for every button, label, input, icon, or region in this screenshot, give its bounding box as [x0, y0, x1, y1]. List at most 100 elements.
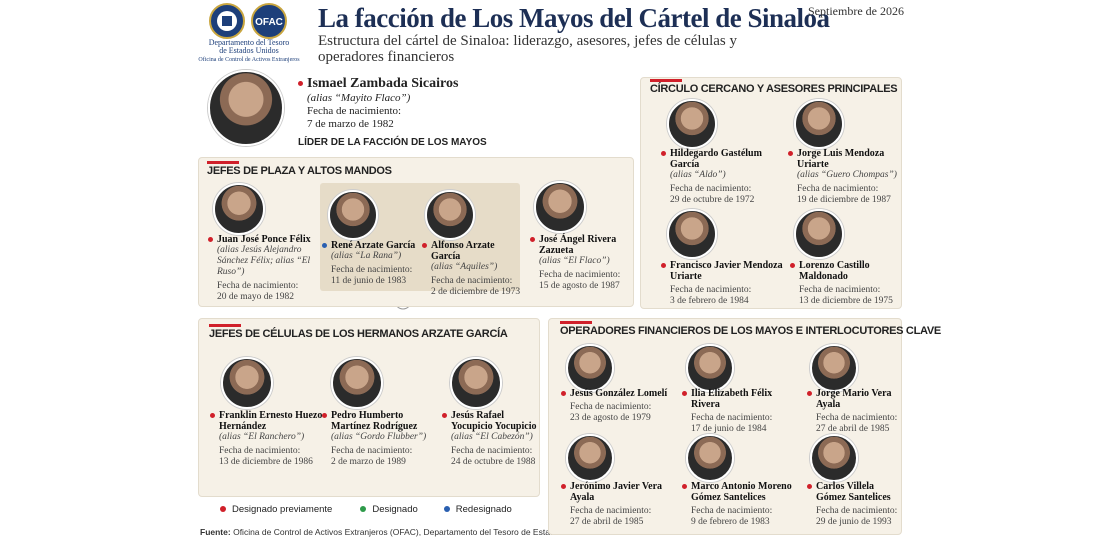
legend-dot — [360, 506, 367, 513]
legend-dot — [443, 506, 450, 513]
person-info: Jerónimo Javier Vera Ayala Fecha de nacim… — [561, 481, 680, 528]
person-info: Carlos Villela Gómez Santelices Fecha de … — [807, 481, 906, 528]
person-photo — [794, 209, 844, 259]
birth-label: Fecha de nacimiento: — [797, 184, 879, 194]
status-dot — [682, 391, 687, 396]
person-alias: (alias “El Ranchero”) — [219, 432, 305, 442]
title: La facción de Los Mayos del Cártel de Si… — [318, 3, 830, 33]
department: Departamento del Tesoro de Estados Unido… — [188, 39, 310, 64]
birth-label: Fecha de nacimiento: — [217, 281, 299, 291]
person-name: René Arzate García — [331, 240, 416, 251]
birth-label: Fecha de nacimiento: — [331, 446, 413, 456]
status-dot — [208, 237, 213, 242]
birth-label: Fecha de nacimiento: — [431, 276, 513, 286]
legend-label: Designado — [372, 504, 418, 515]
person-info: José Ángel Rivera Zazueta (alias “El Flac… — [530, 234, 634, 292]
person-name: Jesús González Lomelí — [570, 388, 668, 399]
legend-item: Designado previamente — [220, 504, 332, 515]
birth-label: Fecha de nacimiento: — [816, 506, 898, 516]
dept-line: Departamento del Tesoro — [208, 38, 290, 47]
birth-date: 13 de diciembre de 1986 — [219, 457, 313, 467]
leader-photo — [208, 70, 284, 146]
birth-date: 17 de junio de 1984 — [691, 424, 767, 434]
status-dot — [807, 391, 812, 396]
person-photo — [213, 183, 265, 235]
status-dot — [807, 484, 812, 489]
section-title: JEFES DE CÉLULAS DE LOS HERMANOS ARZATE … — [209, 328, 508, 340]
logos: OFAC — [209, 3, 287, 39]
birth-date: 11 de junio de 1983 — [331, 276, 407, 286]
person-name: Jesús Rafael Yocupicio Yocupicio — [451, 410, 537, 432]
status-dot — [561, 484, 566, 489]
person-name: Jorge Luis Mendoza Uriarte — [797, 148, 885, 170]
person-photo — [566, 434, 614, 482]
status-dot — [788, 151, 793, 156]
birth-date: 9 de febrero de 1983 — [691, 517, 770, 527]
birth-label: Fecha de nacimiento: — [307, 105, 402, 117]
legend-item: Designado — [360, 504, 418, 515]
birth-date: 23 de agosto de 1979 — [570, 413, 651, 423]
birth-date: 2 de diciembre de 1973 — [431, 287, 521, 297]
person-name: Franklin Ernesto Huezo Hernández — [219, 410, 323, 432]
legend-label: Designado previamente — [232, 504, 333, 515]
birth-label: Fecha de nacimiento: — [331, 265, 413, 275]
title-bar — [650, 79, 682, 82]
person-name: Jorge Mario Vera Ayala — [816, 388, 892, 410]
legend-label: Redesignado — [455, 504, 512, 515]
birth-label: Fecha de nacimiento: — [691, 413, 773, 423]
date: Septiembre de 2026 — [808, 4, 904, 18]
status-dot — [682, 484, 687, 489]
person-photo — [221, 357, 273, 409]
person-photo — [450, 357, 502, 409]
person-photo — [534, 181, 586, 233]
legend-item: Redesignado — [443, 504, 512, 515]
person-name: Juan José Ponce Félix — [217, 234, 311, 245]
subtitle: Estructura del cártel de Sinaloa: lidera… — [318, 33, 737, 65]
birth-label: Fecha de nacimiento: — [670, 285, 752, 295]
status-dot — [322, 413, 327, 418]
birth-date: 7 de marzo de 1982 — [307, 118, 394, 130]
person-info: Pedro Humberto Martínez Rodríguez (alias … — [322, 410, 441, 468]
person-info: Jesús Rafael Yocupicio Yocupicio (alias “… — [442, 410, 546, 468]
birth-label: Fecha de nacimiento: — [570, 506, 652, 516]
person-info: Juan José Ponce Félix (alias Jesús Alejan… — [208, 234, 327, 303]
person-photo — [331, 357, 383, 409]
dept-line: de Estados Unidos — [219, 46, 279, 55]
birth-date: 13 de diciembre de 1975 — [799, 296, 893, 306]
birth-date: 15 de agosto de 1987 — [539, 281, 620, 291]
section-title: OPERADORES FINANCIEROS DE LOS MAYOS E IN… — [560, 325, 941, 337]
person-info: Jorge Mario Vera Ayala Fecha de nacimient… — [807, 388, 906, 435]
leader-name: Ismael Zambada Sicairos — [307, 76, 459, 91]
birth-date: 27 de abril de 1985 — [570, 517, 644, 527]
person-photo — [425, 190, 475, 240]
person-info: Francisco Javier Mendoza Uriarte Fecha de… — [661, 260, 785, 307]
person-name: Carlos Villela Gómez Santelices — [816, 481, 891, 503]
person-info: Marco Antonio Moreno Gómez Santelices Fec… — [682, 481, 806, 528]
person-photo — [566, 344, 614, 392]
person-info: Jorge Luis Mendoza Uriarte (alias “Guero … — [788, 148, 907, 206]
status-dot — [661, 151, 666, 156]
status-dot — [322, 243, 327, 248]
person-alias: (alias “Guero Chompas”) — [797, 170, 897, 180]
legend-dot — [220, 506, 226, 513]
person-photo — [328, 190, 378, 240]
status-dot — [442, 413, 447, 418]
birth-label: Fecha de nacimiento: — [799, 285, 881, 295]
person-name: Pedro Humberto Martínez Rodríguez — [331, 410, 418, 432]
leader-role: LÍDER DE LA FACCIÓN DE LOS MAYOS — [298, 137, 487, 148]
birth-date: 19 de diciembre de 1987 — [797, 195, 891, 205]
dept-line: Oficina de Control de Activos Extranjero… — [198, 57, 300, 63]
person-info: René Arzate García (alias “La Rana”) Fecha… — [322, 240, 426, 287]
title-bar — [560, 321, 592, 324]
birth-label: Fecha de nacimiento: — [451, 446, 533, 456]
status-dot — [298, 81, 303, 86]
person-photo — [686, 344, 734, 392]
birth-date: 3 de febrero de 1984 — [670, 296, 749, 306]
person-photo — [667, 209, 717, 259]
birth-label: Fecha de nacimiento: — [816, 413, 898, 423]
person-alias: (alias “El Cabezón”) — [451, 432, 533, 442]
person-info: Franklin Ernesto Huezo Hernández (alias “… — [210, 410, 329, 468]
seal-text: OFAC — [255, 17, 283, 28]
leader-alias: (alias “Mayito Flaco”) — [307, 92, 411, 104]
